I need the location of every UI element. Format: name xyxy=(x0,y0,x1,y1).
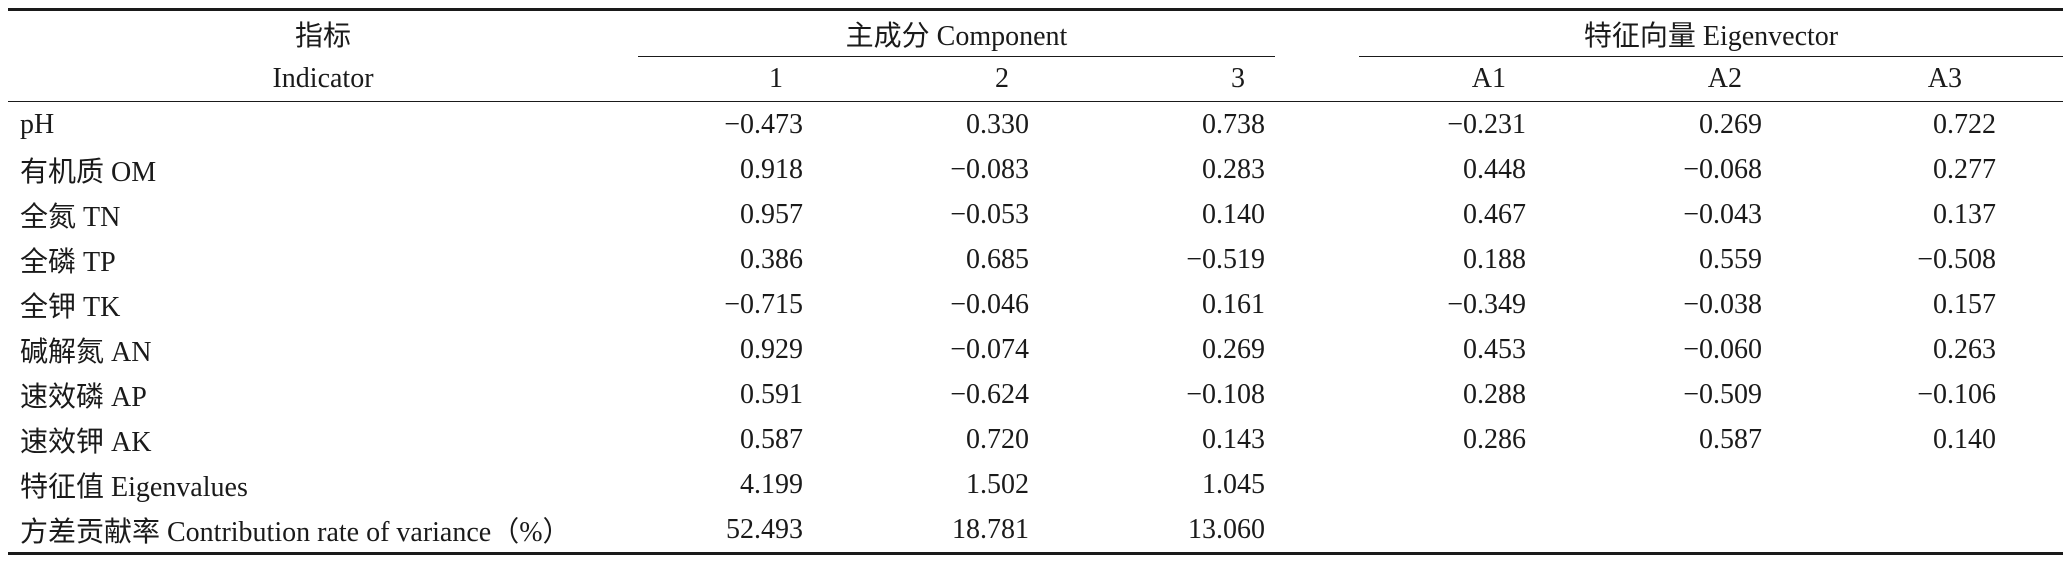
component-2-value: −0.074 xyxy=(950,333,1029,365)
component-col-1: 1 xyxy=(769,63,783,94)
pca-table: 指标 主成分 Component 特征向量 Eigenvector Indica… xyxy=(8,8,2063,556)
component-1-value: 0.957 xyxy=(740,198,803,230)
table-row: 全钾 TK −0.715 −0.046 0.161 −0.349 −0.038 0.157 xyxy=(8,282,2063,327)
component-1-value: 0.929 xyxy=(740,333,803,365)
table-row: 全氮 TN 0.957 −0.053 0.140 0.467 −0.043 0.137 xyxy=(8,192,2063,237)
eigenvector-a3-value: 0.277 xyxy=(1933,153,1996,185)
eigenvector-a2-value: −0.038 xyxy=(1683,288,1762,320)
component-group-header: 主成分 Component xyxy=(638,11,1275,57)
eigenvector-a1-value: 0.288 xyxy=(1463,378,1526,410)
row-label: 速效磷 AP xyxy=(20,381,147,413)
component-1-value: 0.918 xyxy=(740,153,803,185)
eigenvector-a3-value xyxy=(1762,462,1996,507)
eigenvector-a2-value: 0.559 xyxy=(1699,243,1762,275)
eigenvector-a1-value: 0.448 xyxy=(1463,153,1526,185)
table-body: pH −0.473 0.330 0.738 −0.231 0.269 0.722 有机质 OM… xyxy=(8,102,2063,554)
eigenvector-col-a3: A3 xyxy=(1927,63,1962,94)
component-3-value: −0.108 xyxy=(1186,378,1265,410)
component-1-value: −0.473 xyxy=(724,108,803,140)
component-1-value: 0.587 xyxy=(740,423,803,455)
eigenvector-a3-value: 0.263 xyxy=(1933,333,1996,365)
eigenvector-a1-value: 0.286 xyxy=(1463,423,1526,455)
component-3-value: 13.060 xyxy=(1188,513,1265,545)
component-2-value: 0.720 xyxy=(966,423,1029,455)
table-row: 速效钾 AK 0.587 0.720 0.143 0.286 0.587 0.140 xyxy=(8,417,2063,462)
eigenvector-a3-value: −0.106 xyxy=(1917,378,1996,410)
table-row: 速效磷 AP 0.591 −0.624 −0.108 0.288 −0.509 −0.106 xyxy=(8,372,2063,417)
row-label: 方差贡献率 Contribution rate of variance（%） xyxy=(20,516,571,548)
component-3-value: 0.140 xyxy=(1202,198,1265,230)
row-label: 有机质 OM xyxy=(20,156,157,188)
component-3-value: 0.269 xyxy=(1202,333,1265,365)
row-label: 特征值 Eigenvalues xyxy=(20,471,248,503)
component-2-value: −0.053 xyxy=(950,198,1029,230)
component-3-value: 0.143 xyxy=(1202,423,1265,455)
component-1-value: 0.386 xyxy=(740,243,803,275)
eigenvector-a2-value: −0.068 xyxy=(1683,153,1762,185)
eigenvector-col-a2: A2 xyxy=(1707,63,1742,94)
eigenvector-col-a1: A1 xyxy=(1471,63,1506,94)
row-label: 全氮 TN xyxy=(20,201,121,233)
component-col-2: 2 xyxy=(995,63,1009,94)
eigenvector-a2-value xyxy=(1526,507,1762,554)
eigenvector-a3-value: 0.137 xyxy=(1933,198,1996,230)
component-col-3: 3 xyxy=(1231,63,1245,94)
component-2-value: −0.624 xyxy=(950,378,1029,410)
indicator-header-cn: 指标 xyxy=(294,20,351,52)
eigenvector-a3-value: 0.140 xyxy=(1933,423,1996,455)
table-row: 全磷 TP 0.386 0.685 −0.519 0.188 0.559 −0.508 xyxy=(8,237,2063,282)
table-row: 方差贡献率 Contribution rate of variance（%） 52… xyxy=(8,507,2063,554)
component-3-value: 0.738 xyxy=(1202,108,1265,140)
table-row: 特征值 Eigenvalues 4.199 1.502 1.045 xyxy=(8,462,2063,507)
table-row: 有机质 OM 0.918 −0.083 0.283 0.448 −0.068 0.277 xyxy=(8,147,2063,192)
component-2-value: 0.685 xyxy=(966,243,1029,275)
eigenvector-a3-value: −0.508 xyxy=(1917,243,1996,275)
component-3-value: 0.161 xyxy=(1202,288,1265,320)
eigenvector-a3-value: 0.722 xyxy=(1933,108,1996,140)
row-label: pH xyxy=(20,108,55,140)
eigenvector-a1-value xyxy=(1359,507,1526,554)
indicator-header-en: Indicator xyxy=(272,62,374,94)
component-1-value: 4.199 xyxy=(740,468,803,500)
component-2-value: 1.502 xyxy=(966,468,1029,500)
eigenvector-a1-value: −0.231 xyxy=(1447,108,1526,140)
component-3-value: 1.045 xyxy=(1202,468,1265,500)
row-label: 全磷 TP xyxy=(20,246,116,278)
eigenvector-a1-value: 0.453 xyxy=(1463,333,1526,365)
eigenvector-a2-value: −0.043 xyxy=(1683,198,1762,230)
eigenvector-a1-value xyxy=(1359,462,1526,507)
component-1-value: 52.493 xyxy=(726,513,803,545)
table-row: pH −0.473 0.330 0.738 −0.231 0.269 0.722 xyxy=(8,102,2063,147)
eigenvector-a2-value: 0.269 xyxy=(1699,108,1762,140)
component-1-value: 0.591 xyxy=(740,378,803,410)
component-2-value: −0.046 xyxy=(950,288,1029,320)
row-label: 速效钾 AK xyxy=(20,426,152,458)
component-2-value: −0.083 xyxy=(950,153,1029,185)
eigenvector-a2-value: 0.587 xyxy=(1699,423,1762,455)
row-label: 碱解氮 AN xyxy=(20,336,152,368)
eigenvector-a1-value: −0.349 xyxy=(1447,288,1526,320)
eigenvector-a3-value: 0.157 xyxy=(1933,288,1996,320)
table-row: 碱解氮 AN 0.929 −0.074 0.269 0.453 −0.060 0.263 xyxy=(8,327,2063,372)
component-2-value: 18.781 xyxy=(952,513,1029,545)
component-3-value: 0.283 xyxy=(1202,153,1265,185)
eigenvector-group-header: 特征向量 Eigenvector xyxy=(1359,11,2063,57)
eigenvector-a2-value: −0.509 xyxy=(1683,378,1762,410)
eigenvector-a3-value xyxy=(1762,507,1996,554)
row-label: 全钾 TK xyxy=(20,291,121,323)
eigenvector-a1-value: 0.467 xyxy=(1463,198,1526,230)
eigenvector-a2-value xyxy=(1526,462,1762,507)
component-2-value: 0.330 xyxy=(966,108,1029,140)
eigenvector-a2-value: −0.060 xyxy=(1683,333,1762,365)
eigenvector-a1-value: 0.188 xyxy=(1463,243,1526,275)
component-1-value: −0.715 xyxy=(724,288,803,320)
component-3-value: −0.519 xyxy=(1186,243,1265,275)
